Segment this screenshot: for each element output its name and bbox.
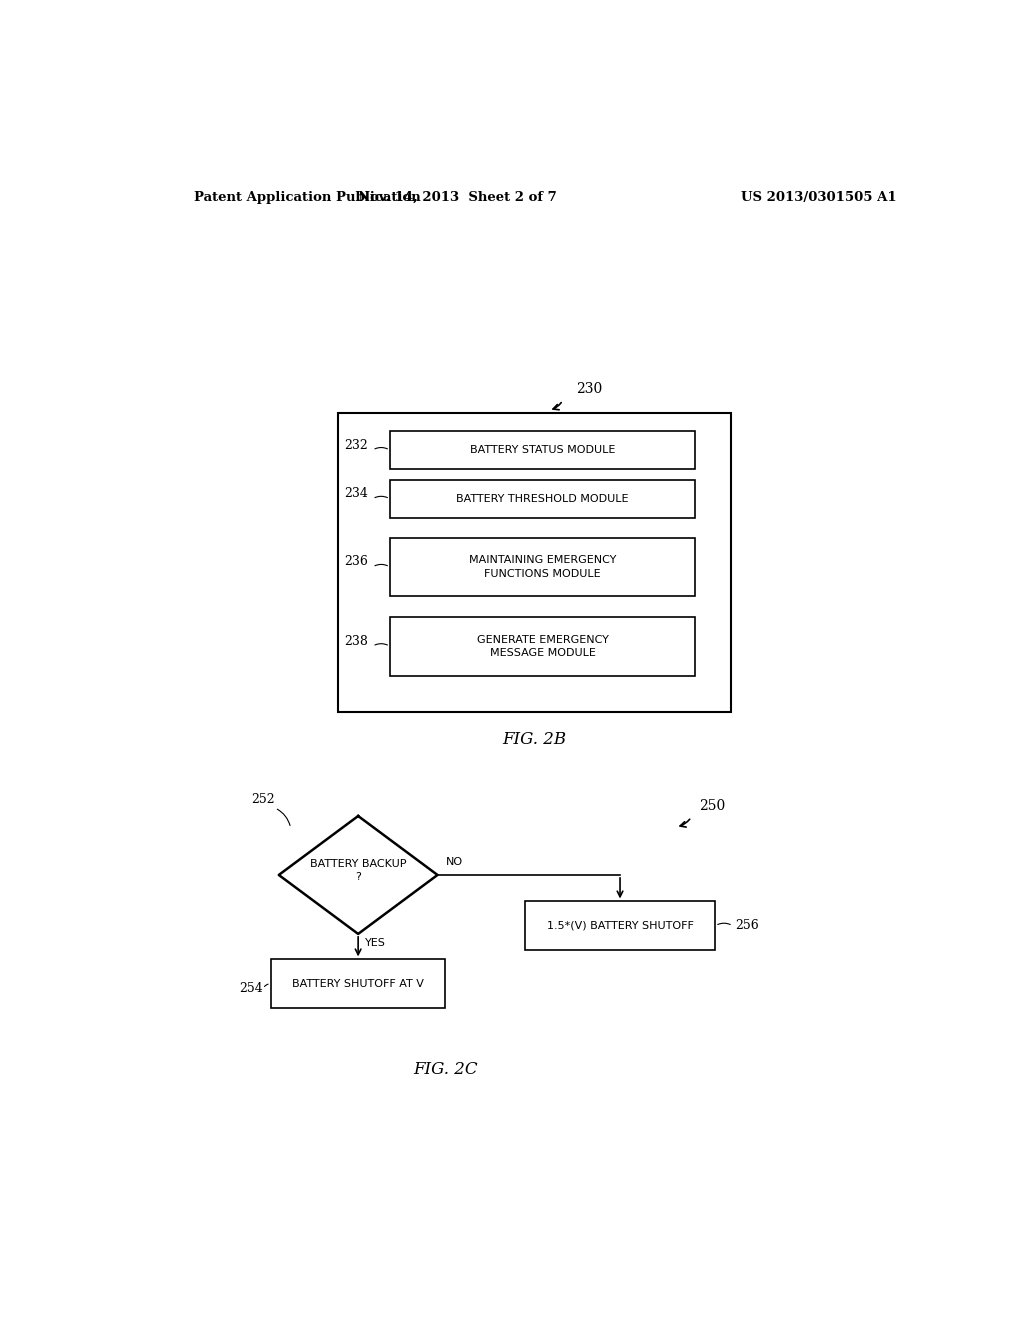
Text: 254: 254 [240, 982, 263, 995]
Text: Nov. 14, 2013  Sheet 2 of 7: Nov. 14, 2013 Sheet 2 of 7 [358, 190, 557, 203]
Text: 252: 252 [251, 793, 274, 805]
Text: 250: 250 [699, 799, 726, 813]
Text: Patent Application Publication: Patent Application Publication [194, 190, 421, 203]
Text: FIG. 2C: FIG. 2C [413, 1061, 478, 1078]
Bar [524, 902, 715, 950]
Text: BATTERY THRESHOLD MODULE: BATTERY THRESHOLD MODULE [457, 494, 629, 504]
Text: BATTERY BACKUP
?: BATTERY BACKUP ? [310, 859, 407, 883]
Text: 1.5*(V) BATTERY SHUTOFF: 1.5*(V) BATTERY SHUTOFF [547, 921, 693, 931]
Bar [390, 616, 695, 676]
Text: US 2013/0301505 A1: US 2013/0301505 A1 [740, 190, 896, 203]
Text: 232: 232 [345, 438, 369, 451]
Polygon shape [279, 816, 437, 935]
Text: NO: NO [445, 857, 463, 867]
Bar [338, 413, 731, 713]
Text: YES: YES [365, 939, 385, 948]
Text: 236: 236 [345, 556, 369, 569]
Bar [390, 430, 695, 470]
Bar [390, 537, 695, 597]
Text: 238: 238 [345, 635, 369, 648]
Text: BATTERY STATUS MODULE: BATTERY STATUS MODULE [470, 445, 615, 455]
Bar [390, 479, 695, 519]
Text: 256: 256 [735, 919, 759, 932]
Text: 230: 230 [577, 383, 603, 396]
Text: FIG. 2B: FIG. 2B [503, 731, 566, 747]
Text: GENERATE EMERGENCY
MESSAGE MODULE: GENERATE EMERGENCY MESSAGE MODULE [477, 635, 608, 657]
Text: MAINTAINING EMERGENCY
FUNCTIONS MODULE: MAINTAINING EMERGENCY FUNCTIONS MODULE [469, 556, 616, 578]
Bar [270, 960, 445, 1008]
Text: BATTERY SHUTOFF AT V: BATTERY SHUTOFF AT V [292, 978, 424, 989]
Text: 234: 234 [345, 487, 369, 500]
